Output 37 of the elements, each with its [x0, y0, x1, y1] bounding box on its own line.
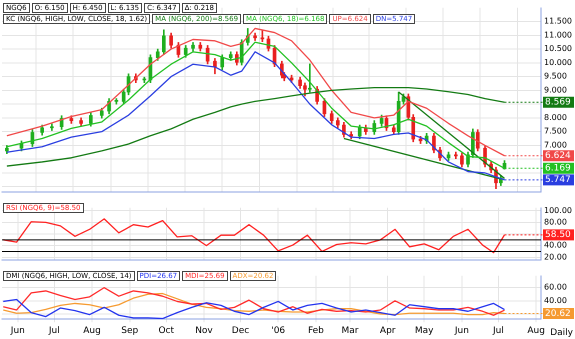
x-tick-label: Jun: [10, 326, 25, 336]
x-tick-label: Mar: [341, 326, 359, 336]
y-tick-label: 60.00: [544, 282, 567, 292]
x-tick-label: Jul: [492, 326, 504, 336]
y-tick-label: 8.000: [544, 112, 567, 122]
x-tick-label: Jul: [48, 326, 60, 336]
y-tick-label: 40.00: [544, 240, 567, 250]
data-label: 8.569: [545, 98, 572, 108]
data-label: 58.50: [545, 230, 572, 240]
x-tick-label: Jun: [454, 326, 469, 336]
data-label: 5.747: [545, 175, 571, 186]
y-tick-label: 11.000: [544, 30, 572, 40]
x-tick-label: Aug: [527, 326, 545, 336]
x-tick-label: Feb: [308, 326, 324, 336]
y-tick-label: 7.000: [544, 140, 567, 150]
x-tick-label: Nov: [195, 326, 214, 336]
x-tick-label: '06: [271, 326, 286, 336]
x-tick-label: Apr: [380, 326, 396, 336]
data-label: 6.624: [545, 151, 572, 162]
y-tick-label: 9.000: [544, 85, 567, 94]
data-label: 6.169: [545, 164, 572, 174]
x-tick-label: Sep: [121, 326, 139, 336]
y-tick-label: 80.00: [544, 217, 567, 226]
y-tick-label: 40.00: [544, 296, 567, 305]
y-tick-label: 10.500: [544, 44, 572, 54]
y-tick-label: 20.00: [544, 252, 567, 262]
y-tick-label: 7.500: [544, 126, 567, 136]
y-tick-label: 10.000: [544, 58, 572, 67]
y-tick-label: 11.500: [544, 16, 572, 26]
text: Daily: [550, 328, 574, 338]
x-tick-label: Dec: [232, 326, 250, 336]
x-tick-label: Aug: [83, 326, 101, 336]
data-label: 20.62: [545, 308, 571, 319]
y-tick-label: 100.00: [544, 206, 572, 215]
x-tick-label: May: [414, 326, 434, 336]
x-tick-label: Oct: [158, 326, 175, 336]
y-tick-label: 9.500: [544, 72, 567, 81]
